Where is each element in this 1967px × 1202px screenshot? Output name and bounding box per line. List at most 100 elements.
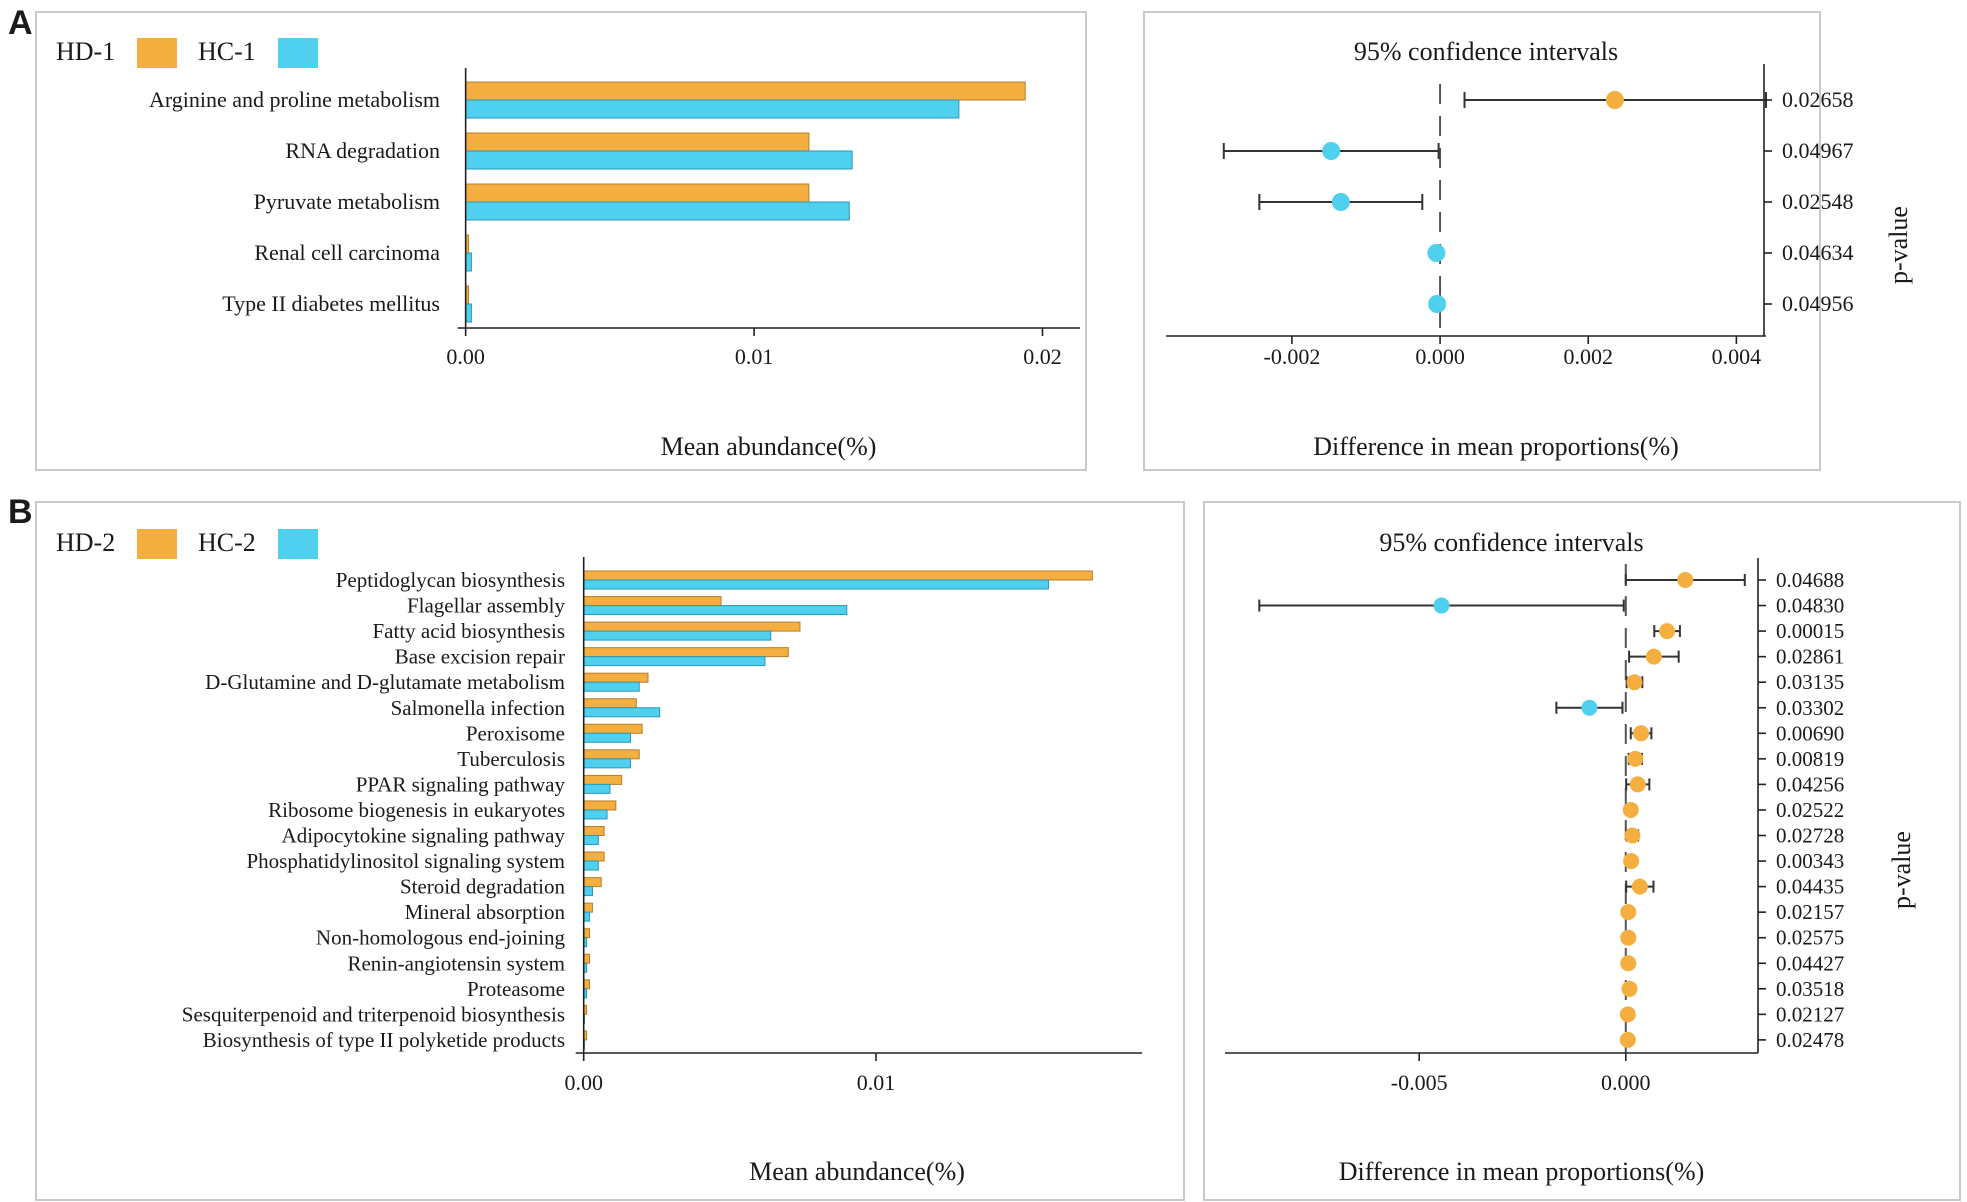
- p-value-label: 0.04688: [1776, 568, 1844, 592]
- bar-hc: [583, 860, 599, 871]
- ci-point: [1620, 929, 1637, 946]
- p-value-label: 0.02157: [1776, 900, 1844, 924]
- p-value-label: 0.00343: [1776, 849, 1844, 873]
- p-value-label: 0.02522: [1776, 798, 1844, 822]
- bar-hc: [465, 150, 853, 170]
- ci-x-tick-label: -0.005: [1391, 1070, 1448, 1095]
- ci-x-tick-label: 0.002: [1563, 344, 1613, 369]
- ci-x-tick-label: 0.004: [1712, 344, 1762, 369]
- ci-point: [1677, 572, 1694, 588]
- ci-point: [1331, 193, 1350, 211]
- category-label: Steroid degradation: [400, 875, 566, 899]
- category-label: Renal cell carcinoma: [254, 240, 440, 265]
- p-value-label: 0.02127: [1776, 1002, 1844, 1026]
- bar-hc: [583, 809, 608, 820]
- legend-label-hc-b: HC-2: [198, 528, 256, 557]
- ci-title: 95% confidence intervals: [1379, 528, 1643, 557]
- category-label: Adipocytokine signaling pathway: [282, 824, 566, 848]
- p-value-label: 0.04956: [1782, 291, 1854, 316]
- p-value-label: 0.00690: [1776, 721, 1844, 745]
- bar-hc: [583, 732, 631, 743]
- p-value-label: 0.02728: [1776, 824, 1844, 848]
- bar-hc: [583, 758, 631, 769]
- p-value-label: 0.02478: [1776, 1028, 1844, 1052]
- legend-label-hc-a: HC-1: [198, 37, 256, 66]
- ci-point: [1629, 776, 1646, 793]
- p-value-label: 0.02548: [1782, 189, 1854, 214]
- bar-x-tick-label: 0.01: [735, 344, 774, 369]
- bar-x-tick-label: 0.00: [446, 344, 485, 369]
- bar-hc: [583, 630, 772, 641]
- panel-a: A HD-1 HC-1 Arginine and proline metabolism…: [8, 4, 1913, 471]
- category-label: Peroxisome: [466, 721, 565, 745]
- bar-x-axis-title: Mean abundance(%): [749, 1157, 965, 1186]
- bar-hd: [583, 596, 722, 607]
- legend-swatch-hd-b: [137, 529, 177, 559]
- legend-swatch-hc-b: [278, 529, 318, 559]
- p-value-label: 0.04435: [1776, 875, 1844, 899]
- bar-x-axis-title: Mean abundance(%): [661, 432, 877, 461]
- ci-title: 95% confidence intervals: [1354, 37, 1618, 66]
- p-value-label: 0.00015: [1776, 619, 1844, 643]
- p-value-label: 0.04427: [1776, 951, 1844, 975]
- bar-hc: [465, 252, 472, 272]
- category-label: Ribosome biogenesis in eukaryotes: [268, 798, 565, 822]
- ci-point: [1433, 597, 1450, 614]
- ci-point: [1627, 750, 1644, 767]
- p-value-label: 0.03302: [1776, 696, 1844, 720]
- bar-hd: [583, 851, 605, 862]
- category-label: Pyruvate metabolism: [254, 189, 440, 214]
- bar-hc: [583, 681, 640, 692]
- bar-hc: [583, 707, 661, 718]
- p-value-label: 0.04830: [1776, 594, 1844, 618]
- bar-hd: [583, 979, 591, 990]
- bar-hc: [583, 605, 848, 616]
- category-label: Flagellar assembly: [407, 594, 566, 618]
- panel-b: B HD-2 HC-2 Peptidoglycan biosynthesisFlage…: [8, 493, 1961, 1201]
- p-value-label: 0.00819: [1776, 747, 1844, 771]
- ci-point: [1621, 980, 1638, 997]
- bar-panel-frame-b: [35, 501, 1185, 1201]
- ci-point: [1624, 827, 1641, 844]
- bar-hd: [583, 774, 623, 785]
- bar-hd: [583, 928, 591, 939]
- ci-point: [1631, 878, 1648, 895]
- category-label: Biosynthesis of type II polyketide produ…: [203, 1028, 565, 1052]
- ci-point: [1605, 91, 1624, 109]
- category-label: Peptidoglycan biosynthesis: [336, 568, 565, 592]
- ci-point: [1623, 853, 1640, 870]
- panel-label-b: B: [8, 493, 33, 531]
- legend-swatch-hd-a: [137, 38, 177, 68]
- category-label: Phosphatidylinositol signaling system: [246, 849, 565, 873]
- bar-hd: [583, 800, 617, 811]
- bar-hd: [583, 953, 591, 964]
- bar-hc: [465, 99, 960, 119]
- category-label: Arginine and proline metabolism: [149, 87, 440, 112]
- bar-hd: [583, 672, 649, 683]
- legend-label-hd-b: HD-2: [56, 528, 115, 557]
- bar-hd: [583, 877, 602, 888]
- legend-label-hd-a: HD-1: [56, 37, 115, 66]
- bar-hc: [583, 783, 611, 794]
- ci-y-axis-title: p-value: [1884, 206, 1913, 284]
- bar-x-tick-label: 0.02: [1023, 344, 1062, 369]
- category-label: Mineral absorption: [405, 900, 566, 924]
- ci-point: [1622, 801, 1639, 818]
- category-label: Type II diabetes mellitus: [222, 291, 440, 316]
- ci-x-tick-label: 0.000: [1415, 344, 1465, 369]
- p-value-label: 0.04256: [1776, 772, 1844, 796]
- p-value-label: 0.04967: [1782, 138, 1854, 163]
- ci-point: [1428, 295, 1447, 313]
- bar-hd: [583, 749, 640, 760]
- bar-hd: [583, 902, 593, 913]
- ci-point: [1620, 955, 1637, 972]
- category-label: PPAR signaling pathway: [356, 772, 566, 796]
- ci-point: [1581, 699, 1598, 716]
- ci-point: [1619, 1031, 1636, 1048]
- ci-x-axis-title: Difference in mean proportions(%): [1313, 432, 1679, 461]
- ci-point: [1322, 142, 1341, 160]
- ci-x-axis-title: Difference in mean proportions(%): [1339, 1157, 1705, 1186]
- bar-x-tick-label: 0.00: [564, 1070, 603, 1095]
- ci-point: [1427, 244, 1446, 262]
